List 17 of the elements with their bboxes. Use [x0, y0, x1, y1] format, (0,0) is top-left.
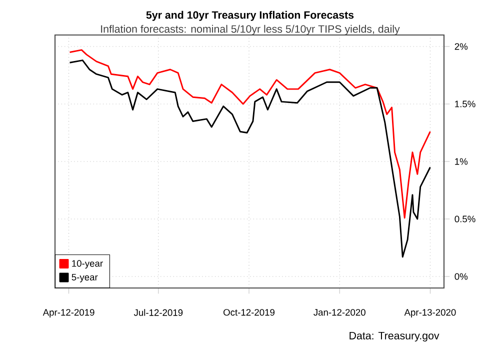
y-tick-label: 2% [454, 43, 468, 50]
chart-title: 5yr and 10yr Treasury Inflation Forecasts [146, 10, 354, 21]
y-tick-label: 0% [454, 273, 468, 280]
x-tick-label: Jan-12-2020 [314, 309, 366, 316]
legend-label: 10-year [72, 260, 103, 269]
x-tick-label: Apr-13-2020 [404, 309, 456, 318]
line-series [69, 49, 431, 219]
x-tick-label: Oct-12-2019 [224, 309, 274, 316]
chart-subtitle: Inflation forecasts: nominal 5/10yr less 5/10yr TIPS yields, daily [101, 24, 400, 35]
text: Data: Treasury.gov [350, 332, 440, 342]
line-series [69, 60, 431, 258]
y-tick-label: 0.5% [454, 216, 476, 222]
x-tick-label: Apr-12-2019 [42, 309, 94, 318]
legend-label: 5-year [72, 274, 98, 282]
y-tick-label: 1.5% [455, 100, 476, 108]
x-tick-label: Jul-12-2019 [134, 309, 183, 316]
y-tick-label: 1% [455, 158, 468, 165]
